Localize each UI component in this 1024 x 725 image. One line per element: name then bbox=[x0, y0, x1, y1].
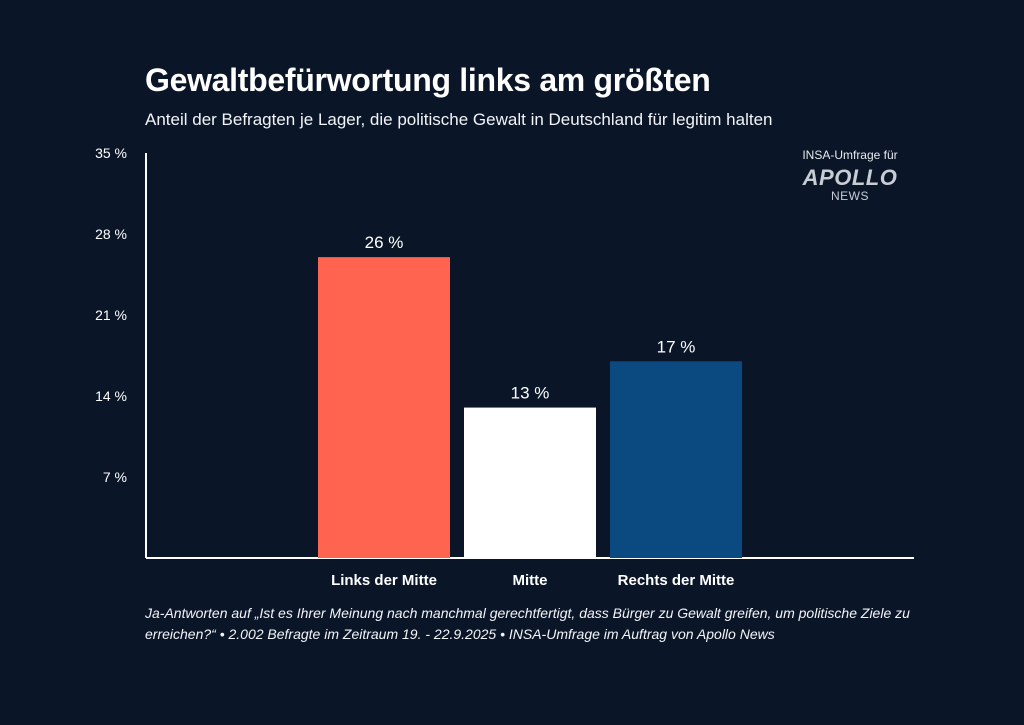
bar-value-label: 26 % bbox=[365, 233, 404, 252]
branding: INSA-Umfrage für APOLLO NEWS bbox=[790, 148, 910, 203]
y-tick-label: 28 % bbox=[95, 226, 127, 242]
chart-subtitle: Anteil der Befragten je Lager, die polit… bbox=[145, 110, 773, 129]
apollo-logo: APOLLO bbox=[802, 165, 898, 190]
bar bbox=[610, 361, 742, 558]
x-category-label: Rechts der Mitte bbox=[618, 572, 735, 589]
y-tick-label: 14 % bbox=[95, 388, 127, 404]
x-category-label: Mitte bbox=[513, 572, 548, 589]
footnote: Ja-Antworten auf „Ist es Ihrer Meinung n… bbox=[145, 605, 910, 642]
x-category-label: Links der Mitte bbox=[331, 572, 437, 589]
y-tick-label: 35 % bbox=[95, 145, 127, 161]
y-tick-label: 7 % bbox=[103, 469, 127, 485]
bar-value-label: 17 % bbox=[657, 337, 696, 356]
y-tick-label: 21 % bbox=[95, 307, 127, 323]
branding-pre-text: INSA-Umfrage für bbox=[802, 148, 898, 162]
bar-value-label: 13 % bbox=[511, 384, 550, 403]
bar bbox=[318, 257, 450, 558]
bar bbox=[464, 407, 596, 558]
chart-title: Gewaltbefürwortung links am größten bbox=[145, 62, 711, 98]
apollo-logo-sub: NEWS bbox=[831, 189, 869, 203]
